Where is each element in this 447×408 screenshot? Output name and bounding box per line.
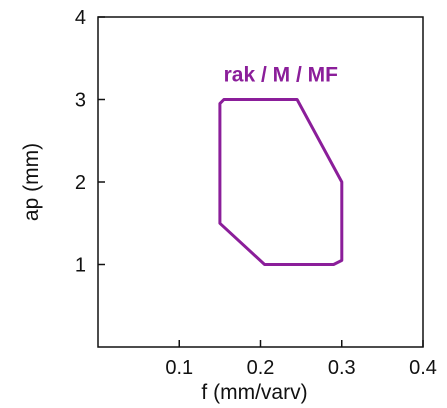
x-tick-label: 0.1 [165,357,193,379]
y-tick-label: 2 [75,172,86,194]
axes [97,16,424,348]
x-tick-label: 0.2 [247,357,275,379]
y-tick-label: 4 [75,7,86,29]
region-annotation-label: rak / M / MF [224,63,339,86]
series-region-outline [218,98,344,266]
y-tick-label: 1 [75,255,86,277]
x-tick-label: 0.4 [409,357,437,379]
series-layer [218,98,344,266]
x-axis-label: f (mm/varv) [201,381,307,404]
labels-layer: 0.1 0.2 0.3 0.4 1 2 3 4 f (mm/varv) ap (mm) rak / … [20,7,437,404]
y-tick-label: 3 [75,90,86,112]
x-tick-label: 0.3 [328,357,356,379]
y-axis-label: ap (mm) [20,143,43,221]
